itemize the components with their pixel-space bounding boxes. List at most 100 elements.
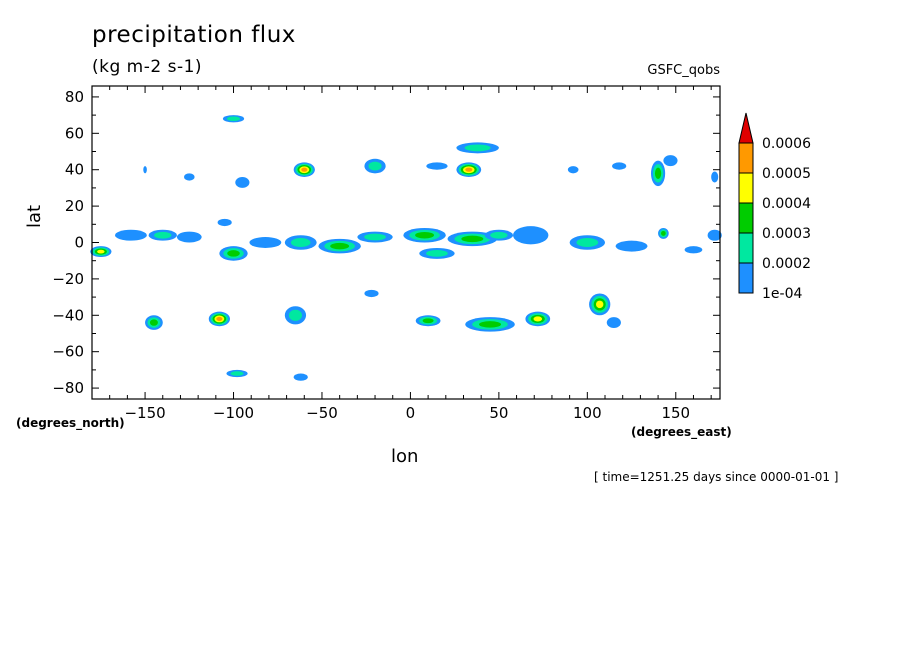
precip-cell: [651, 160, 666, 187]
precip-cell: [226, 369, 248, 378]
colorbar-segment: [738, 202, 754, 234]
precip-cell: [114, 229, 147, 241]
y-tick-label: 20: [65, 197, 84, 215]
contour-level-2: [154, 231, 172, 239]
contour-level-3: [661, 230, 666, 236]
precip-cell: [318, 238, 361, 254]
contour-level-2: [576, 238, 599, 247]
precip-cell: [357, 231, 393, 243]
precip-cell: [148, 229, 177, 241]
precip-cell: [183, 173, 195, 181]
y-axis-ticks: −80 −60 −40 −20 0 20 40 60 80: [52, 88, 720, 397]
chart-units: (kg m-2 s-1): [92, 57, 203, 77]
contour-level-1: [615, 240, 648, 252]
contour-level-3: [654, 167, 662, 180]
contour-level-1: [707, 229, 722, 241]
contour-level-1: [684, 246, 703, 254]
precip-cell: [707, 229, 722, 241]
precip-cell: [284, 235, 317, 250]
y-tick-label: 0: [74, 234, 84, 252]
contour-level-2: [290, 238, 311, 247]
contour-level-2: [426, 250, 448, 257]
y-tick-label: −20: [52, 270, 84, 288]
precip-cell: [615, 240, 648, 252]
colorbar-label: 0.0006: [762, 136, 811, 152]
x-tick-label: 50: [489, 404, 508, 422]
precip-cell: [90, 246, 112, 258]
colorbar-label: 0.0002: [762, 256, 811, 272]
x-tick-label: 150: [661, 404, 690, 422]
contour-level-5: [301, 167, 308, 172]
y-axis-units: (degrees_north): [16, 416, 125, 430]
contour-level-5: [465, 167, 473, 172]
precip-cell: [426, 162, 448, 170]
precip-cell: [513, 226, 549, 245]
contour-level-2: [364, 233, 386, 241]
precip-cell: [145, 315, 163, 330]
contour-level-1: [235, 176, 250, 188]
precip-cell: [364, 158, 386, 174]
contour-level-3: [422, 318, 434, 324]
contour-level-2: [464, 144, 491, 152]
contour-level-4: [596, 300, 604, 309]
contour-level-3: [330, 242, 350, 250]
contour-level-1: [217, 218, 232, 227]
colorbar: 1e-04 0.0002 0.0003 0.0004 0.0005 0.0006: [738, 112, 811, 302]
contour-level-1: [513, 226, 549, 245]
colorbar-segment: [738, 232, 754, 264]
contour-blobs: [90, 115, 722, 381]
contour-level-2: [226, 116, 241, 121]
precip-cell: [217, 218, 232, 227]
contour-level-3: [227, 250, 240, 257]
x-tick-label: −50: [306, 404, 338, 422]
x-tick-label: 100: [573, 404, 602, 422]
colorbar-segment: [738, 142, 754, 174]
contour-level-1: [293, 373, 308, 381]
precip-cell: [465, 317, 515, 332]
contour-level-2: [230, 371, 244, 376]
precip-cell: [663, 155, 678, 167]
y-tick-label: 40: [65, 161, 84, 179]
precip-cell: [589, 293, 611, 316]
precip-cell: [525, 311, 551, 327]
precip-cell: [419, 247, 455, 259]
x-tick-label: −100: [213, 404, 254, 422]
y-tick-label: −80: [52, 379, 84, 397]
precip-cell: [293, 162, 315, 177]
y-tick-label: 80: [65, 88, 84, 106]
precip-cell: [249, 237, 282, 248]
chart-source: GSFC_qobs: [647, 63, 720, 78]
y-tick-label: −40: [52, 306, 84, 324]
y-tick-label: −60: [52, 343, 84, 361]
colorbar-max-triangle: [738, 112, 754, 144]
colorbar-segment: [738, 262, 754, 294]
precip-cell: [176, 231, 202, 243]
precip-cell: [711, 171, 719, 183]
time-note: [ time=1251.25 days since 0000-01-01 ]: [594, 470, 839, 484]
x-axis-ticks: −150 −100 −50 0 50 100 150: [109, 86, 712, 422]
contour-level-3: [461, 235, 484, 243]
precip-cell: [415, 315, 441, 327]
x-axis-units: (degrees_east): [631, 425, 732, 439]
precip-cell: [403, 227, 446, 243]
precip-cell: [364, 289, 379, 298]
contour-level-1: [249, 237, 282, 248]
precip-cell: [569, 235, 606, 250]
contour-level-1: [426, 162, 448, 170]
colorbar-label: 1e-04: [762, 286, 802, 302]
precip-cell: [567, 166, 579, 174]
precip-cell: [208, 311, 230, 327]
contour-level-1: [183, 173, 195, 181]
contour-level-1: [114, 229, 147, 241]
contour-level-1: [606, 317, 621, 329]
contour-level-2: [368, 161, 382, 171]
colorbar-label: 0.0004: [762, 196, 811, 212]
contour-level-3: [479, 321, 502, 328]
x-tick-label: −150: [124, 404, 165, 422]
contour-level-3: [415, 231, 435, 239]
precip-cell: [293, 373, 308, 381]
contour-level-5: [216, 316, 223, 322]
contour-level-2: [490, 231, 508, 239]
precip-cell: [143, 166, 147, 174]
